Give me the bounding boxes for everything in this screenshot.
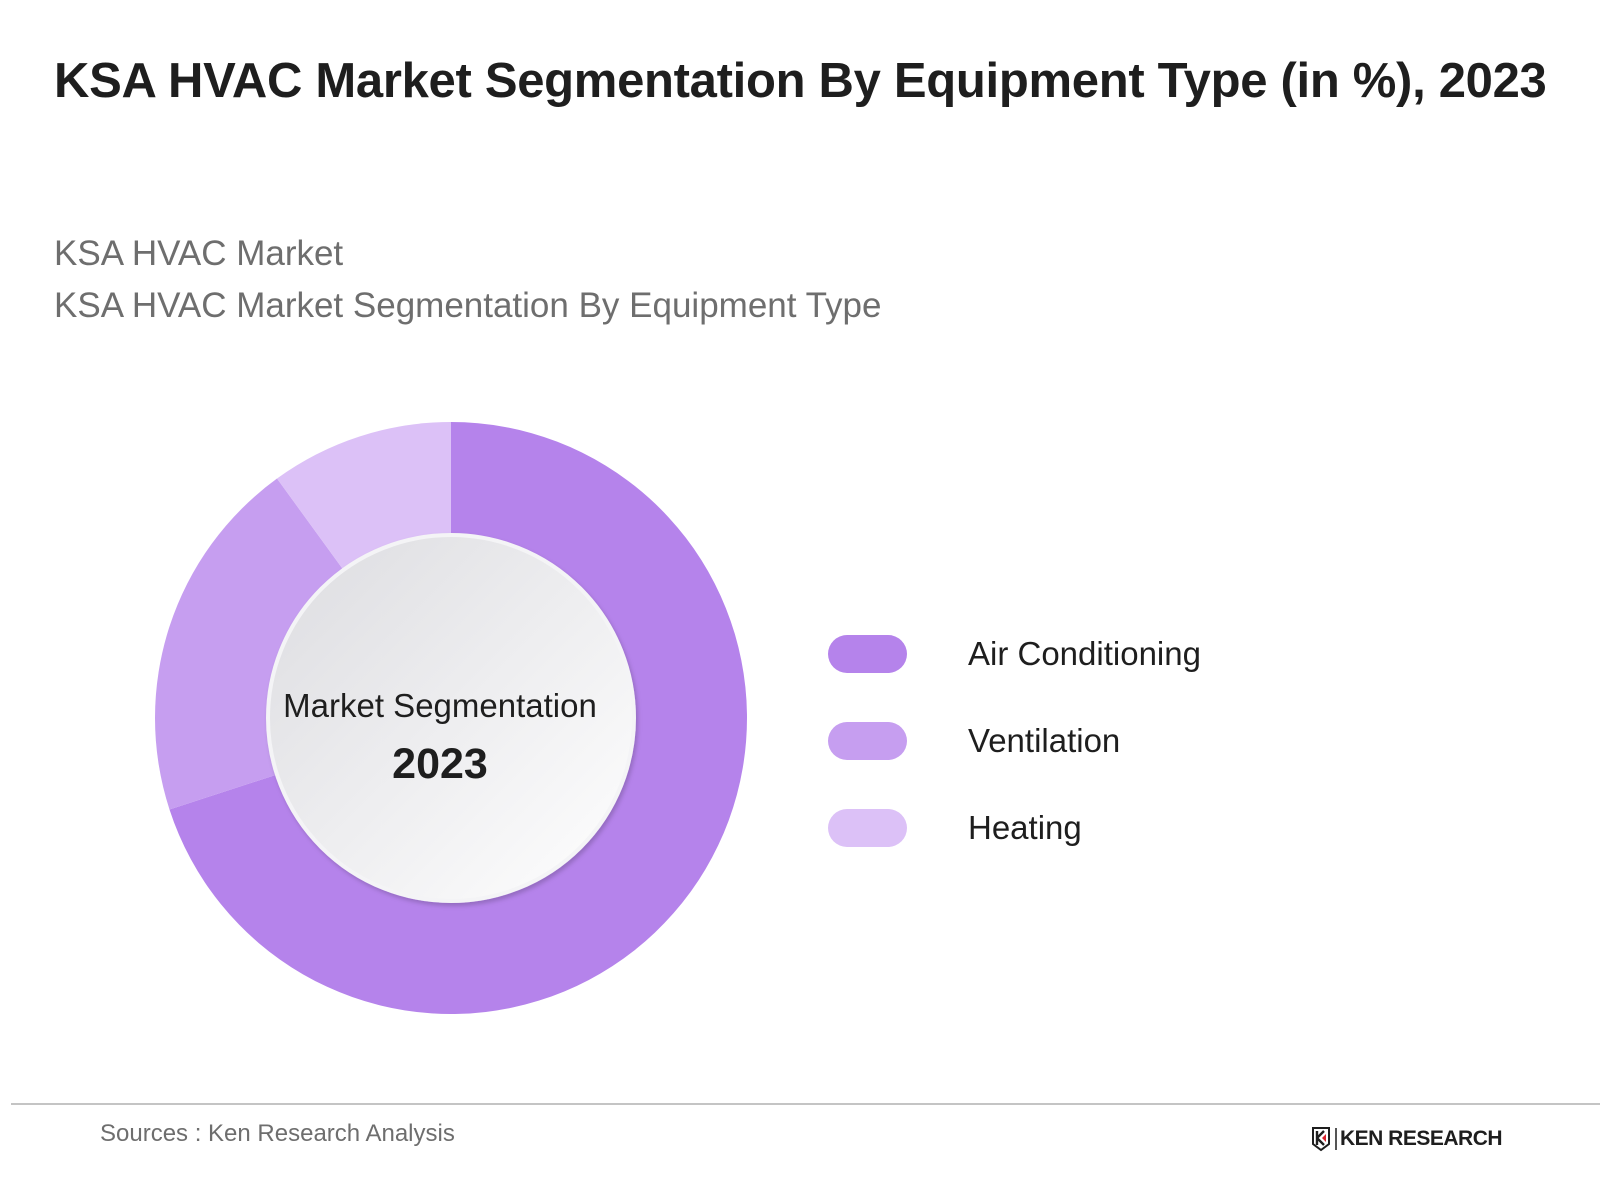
legend-item-air-conditioning[interactable]: Air Conditioning <box>828 632 1328 673</box>
legend-item-ventilation[interactable]: Ventilation <box>828 719 1328 760</box>
legend-label: Heating <box>968 809 1082 846</box>
footer-divider <box>11 1103 1600 1105</box>
logo-separator <box>1335 1128 1337 1150</box>
subtitle-segmentation: KSA HVAC Market Segmentation By Equipmen… <box>54 286 882 325</box>
donut-center <box>266 533 636 903</box>
chart-title: KSA HVAC Market Segmentation By Equipmen… <box>54 54 1547 108</box>
legend-label: Air Conditioning <box>968 635 1201 672</box>
legend-swatch <box>828 635 907 673</box>
logo-text: KEN RESEARCH <box>1340 1127 1503 1150</box>
source-note: Sources : Ken Research Analysis <box>100 1120 455 1147</box>
ken-research-logo: KEN RESEARCH <box>1311 1124 1503 1154</box>
center-label: Market Segmentation <box>283 687 597 724</box>
legend-swatch <box>828 809 907 847</box>
subtitle-market: KSA HVAC Market <box>54 234 344 273</box>
center-year: 2023 <box>392 740 488 788</box>
donut-svg <box>155 422 747 1014</box>
legend-swatch <box>828 722 907 760</box>
legend-item-heating[interactable]: Heating <box>828 806 1328 847</box>
ken-logo-icon <box>1311 1126 1331 1152</box>
donut-chart: Market Segmentation 2023 <box>150 415 750 1015</box>
legend-label: Ventilation <box>968 722 1121 759</box>
